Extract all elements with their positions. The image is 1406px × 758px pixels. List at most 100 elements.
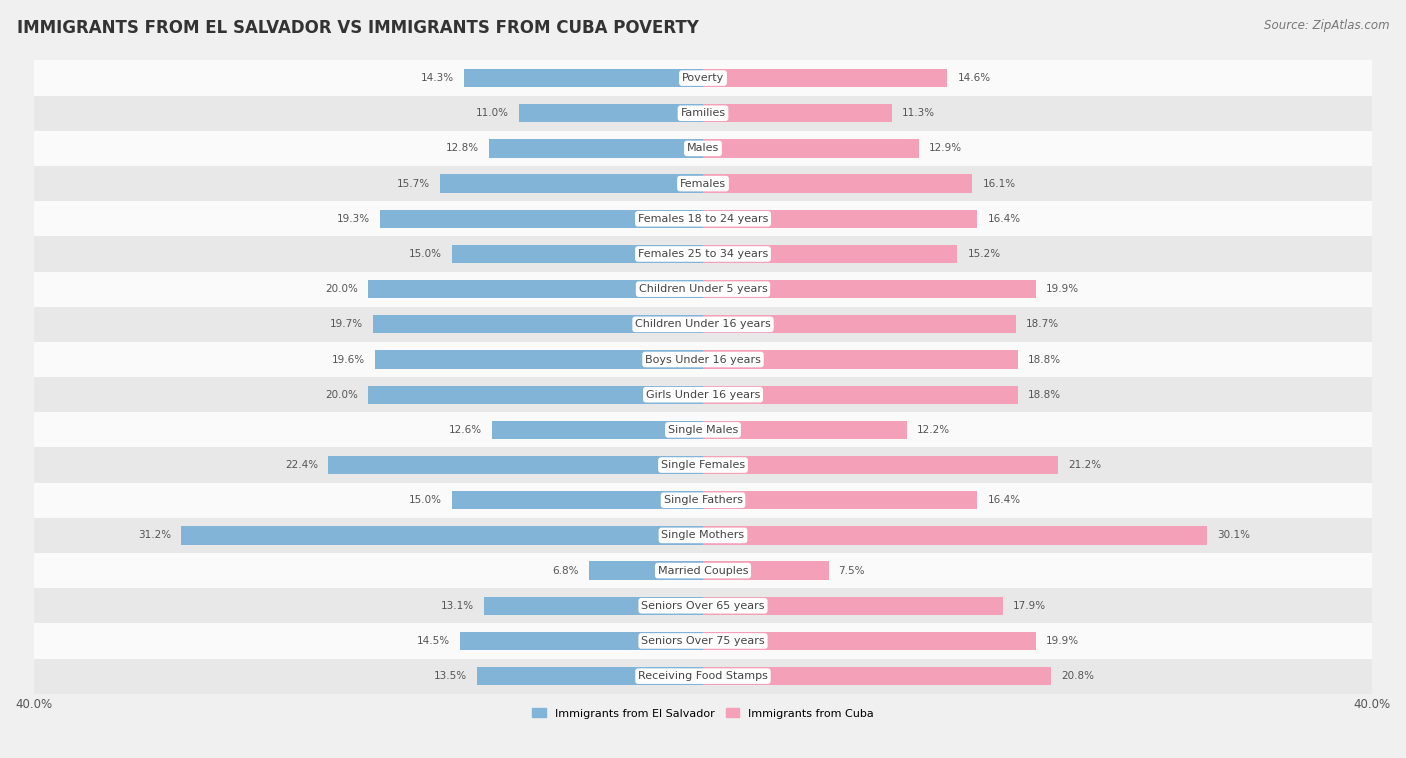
Bar bbox=[703, 210, 977, 228]
Legend: Immigrants from El Salvador, Immigrants from Cuba: Immigrants from El Salvador, Immigrants … bbox=[529, 703, 877, 723]
Text: 18.8%: 18.8% bbox=[1028, 390, 1060, 399]
Bar bbox=[703, 491, 977, 509]
Text: 6.8%: 6.8% bbox=[553, 565, 579, 575]
Bar bbox=[703, 386, 1018, 404]
Text: 11.0%: 11.0% bbox=[475, 108, 509, 118]
Text: 13.1%: 13.1% bbox=[440, 601, 474, 611]
Bar bbox=[34, 96, 1372, 131]
Text: 12.2%: 12.2% bbox=[917, 425, 950, 435]
Bar bbox=[492, 421, 703, 439]
Text: IMMIGRANTS FROM EL SALVADOR VS IMMIGRANTS FROM CUBA POVERTY: IMMIGRANTS FROM EL SALVADOR VS IMMIGRANT… bbox=[17, 19, 699, 37]
Bar bbox=[703, 245, 957, 263]
Bar bbox=[703, 562, 828, 580]
Text: Children Under 5 years: Children Under 5 years bbox=[638, 284, 768, 294]
Text: 20.0%: 20.0% bbox=[325, 284, 359, 294]
Bar bbox=[451, 491, 703, 509]
Text: 15.7%: 15.7% bbox=[396, 179, 430, 189]
Bar bbox=[368, 386, 703, 404]
Bar bbox=[34, 588, 1372, 623]
Bar bbox=[34, 659, 1372, 694]
Bar bbox=[181, 526, 703, 544]
Text: Females 25 to 34 years: Females 25 to 34 years bbox=[638, 249, 768, 259]
Bar bbox=[34, 518, 1372, 553]
Bar bbox=[34, 236, 1372, 271]
Text: Seniors Over 65 years: Seniors Over 65 years bbox=[641, 601, 765, 611]
Bar bbox=[464, 69, 703, 87]
Text: 30.1%: 30.1% bbox=[1216, 531, 1250, 540]
Text: 19.7%: 19.7% bbox=[330, 319, 363, 329]
Bar bbox=[489, 139, 703, 158]
Bar bbox=[703, 421, 907, 439]
Text: 11.3%: 11.3% bbox=[903, 108, 935, 118]
Bar bbox=[703, 526, 1206, 544]
Text: 18.7%: 18.7% bbox=[1026, 319, 1059, 329]
Bar bbox=[703, 456, 1057, 475]
Text: 19.9%: 19.9% bbox=[1046, 636, 1080, 646]
Bar bbox=[34, 271, 1372, 307]
Text: 12.9%: 12.9% bbox=[929, 143, 962, 153]
Text: Single Mothers: Single Mothers bbox=[661, 531, 745, 540]
Text: Boys Under 16 years: Boys Under 16 years bbox=[645, 355, 761, 365]
Text: 14.5%: 14.5% bbox=[418, 636, 450, 646]
Bar bbox=[34, 201, 1372, 236]
Bar bbox=[34, 166, 1372, 201]
Bar bbox=[34, 412, 1372, 447]
Text: Males: Males bbox=[688, 143, 718, 153]
Bar bbox=[519, 104, 703, 122]
Bar bbox=[34, 483, 1372, 518]
Text: 7.5%: 7.5% bbox=[838, 565, 865, 575]
Bar bbox=[703, 632, 1036, 650]
Bar bbox=[34, 447, 1372, 483]
Text: Females 18 to 24 years: Females 18 to 24 years bbox=[638, 214, 768, 224]
Bar bbox=[368, 280, 703, 299]
Bar bbox=[34, 342, 1372, 377]
Text: Families: Families bbox=[681, 108, 725, 118]
Bar bbox=[484, 597, 703, 615]
Bar bbox=[703, 139, 920, 158]
Text: 20.0%: 20.0% bbox=[325, 390, 359, 399]
Text: Females: Females bbox=[681, 179, 725, 189]
Bar bbox=[703, 667, 1052, 685]
Bar bbox=[374, 315, 703, 334]
Bar bbox=[440, 174, 703, 193]
Bar bbox=[375, 350, 703, 368]
Text: 16.4%: 16.4% bbox=[987, 495, 1021, 506]
Text: 19.6%: 19.6% bbox=[332, 355, 366, 365]
Text: 22.4%: 22.4% bbox=[285, 460, 318, 470]
Bar bbox=[34, 307, 1372, 342]
Text: 15.2%: 15.2% bbox=[967, 249, 1001, 259]
Text: Single Males: Single Males bbox=[668, 425, 738, 435]
Bar bbox=[703, 104, 893, 122]
Text: 19.3%: 19.3% bbox=[337, 214, 370, 224]
Bar bbox=[34, 61, 1372, 96]
Bar bbox=[34, 131, 1372, 166]
Bar bbox=[703, 69, 948, 87]
Text: 19.9%: 19.9% bbox=[1046, 284, 1080, 294]
Text: Married Couples: Married Couples bbox=[658, 565, 748, 575]
Bar bbox=[703, 280, 1036, 299]
Bar bbox=[477, 667, 703, 685]
Bar bbox=[34, 553, 1372, 588]
Text: 20.8%: 20.8% bbox=[1062, 671, 1094, 681]
Bar bbox=[34, 623, 1372, 659]
Text: 16.1%: 16.1% bbox=[983, 179, 1015, 189]
Text: Source: ZipAtlas.com: Source: ZipAtlas.com bbox=[1264, 19, 1389, 32]
Bar bbox=[703, 350, 1018, 368]
Text: 31.2%: 31.2% bbox=[138, 531, 170, 540]
Text: 13.5%: 13.5% bbox=[434, 671, 467, 681]
Text: Single Females: Single Females bbox=[661, 460, 745, 470]
Bar bbox=[460, 632, 703, 650]
Text: Children Under 16 years: Children Under 16 years bbox=[636, 319, 770, 329]
Text: 16.4%: 16.4% bbox=[987, 214, 1021, 224]
Text: 15.0%: 15.0% bbox=[409, 249, 441, 259]
Text: 15.0%: 15.0% bbox=[409, 495, 441, 506]
Bar bbox=[589, 562, 703, 580]
Text: 17.9%: 17.9% bbox=[1012, 601, 1046, 611]
Bar bbox=[380, 210, 703, 228]
Text: 12.6%: 12.6% bbox=[449, 425, 482, 435]
Bar bbox=[703, 597, 1002, 615]
Bar bbox=[703, 174, 973, 193]
Text: 12.8%: 12.8% bbox=[446, 143, 478, 153]
Text: 18.8%: 18.8% bbox=[1028, 355, 1060, 365]
Text: Receiving Food Stamps: Receiving Food Stamps bbox=[638, 671, 768, 681]
